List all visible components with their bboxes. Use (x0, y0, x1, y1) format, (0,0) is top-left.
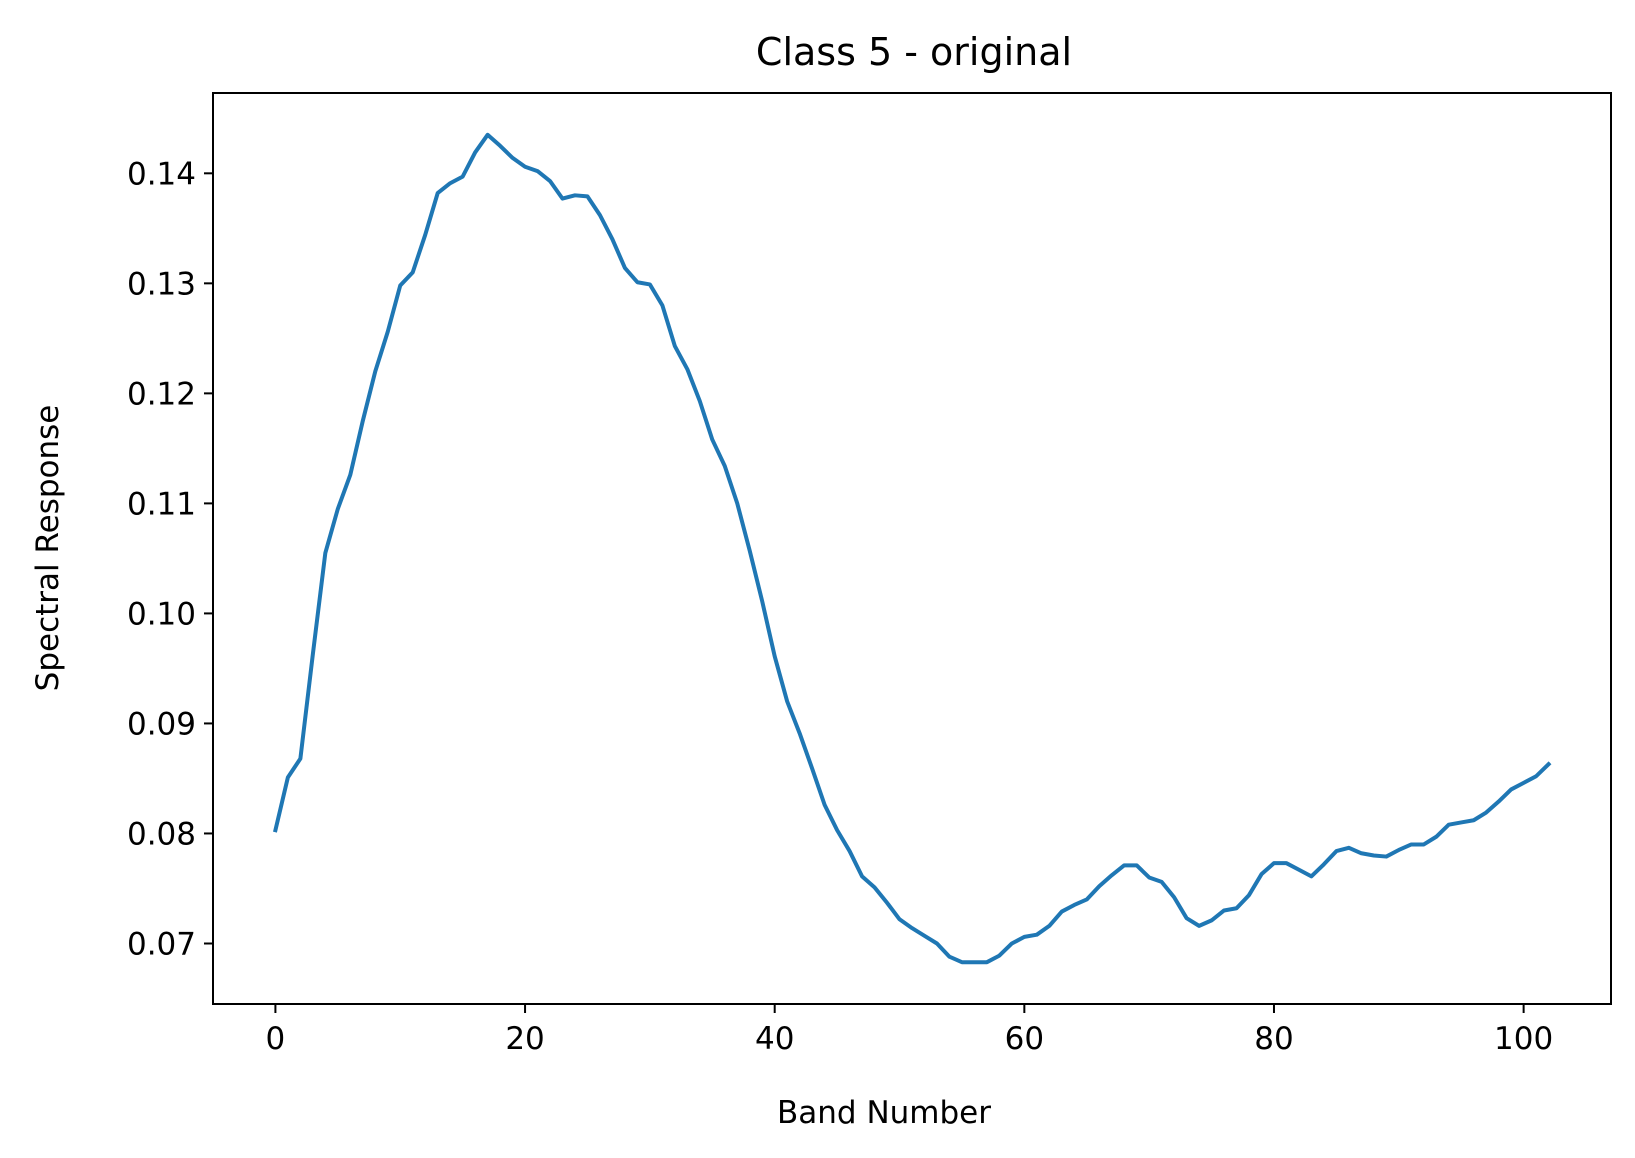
series-line (273, 132, 1552, 965)
y-tick-label: 0.09 (127, 706, 196, 742)
x-tick-label: 0 (266, 1021, 286, 1057)
x-tick-label: 20 (505, 1021, 544, 1057)
x-tick-label: 60 (1005, 1021, 1044, 1057)
y-axis-label: Spectral Response (30, 405, 66, 692)
y-tick-label: 0.08 (127, 816, 196, 852)
x-tick-label: 40 (755, 1021, 794, 1057)
x-tick-label: 80 (1254, 1021, 1293, 1057)
y-tick-label: 0.11 (127, 486, 196, 522)
plot-area (273, 132, 1552, 965)
x-axis-label: Band Number (777, 1095, 991, 1131)
y-tick-label: 0.14 (127, 156, 196, 192)
plot-frame (212, 92, 1612, 1005)
y-tick-label: 0.12 (127, 376, 196, 412)
y-tick-label: 0.07 (127, 926, 196, 962)
chart-title: Class 5 - original (756, 30, 1072, 74)
y-axis: 0.07 0.08 0.09 0.10 0.11 0.12 0.13 0.14 (127, 156, 213, 962)
x-tick-label: 100 (1494, 1021, 1553, 1057)
y-tick-label: 0.10 (127, 596, 196, 632)
y-tick-label: 0.13 (127, 266, 196, 302)
x-axis: 0 20 40 60 80 100 (266, 1004, 1553, 1057)
